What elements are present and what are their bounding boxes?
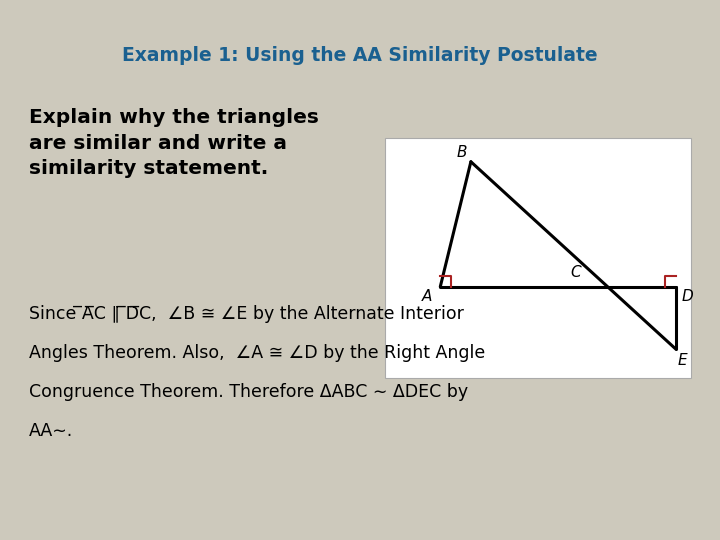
Text: C: C — [570, 265, 581, 280]
Text: Angles Theorem. Also,  ∠A ≅ ∠D by the Right Angle: Angles Theorem. Also, ∠A ≅ ∠D by the Rig… — [29, 344, 485, 362]
Text: Since ̅A̅C ∥ ̅D̅C,  ∠B ≅ ∠E by the Alternate Interior: Since ̅A̅C ∥ ̅D̅C, ∠B ≅ ∠E by the Altern… — [29, 305, 464, 323]
Text: E: E — [678, 353, 688, 368]
Text: AA∼.: AA∼. — [29, 422, 73, 440]
Text: A: A — [421, 289, 432, 304]
Text: D: D — [682, 289, 693, 304]
Bar — [385, 138, 691, 378]
Text: B: B — [457, 145, 467, 160]
Text: Explain why the triangles
are similar and write a
similarity statement.: Explain why the triangles are similar an… — [29, 108, 319, 179]
Text: Example 1: Using the AA Similarity Postulate: Example 1: Using the AA Similarity Postu… — [122, 46, 598, 65]
Text: Congruence Theorem. Therefore ΔABC ∼ ΔDEC by: Congruence Theorem. Therefore ΔABC ∼ ΔDE… — [29, 383, 468, 401]
